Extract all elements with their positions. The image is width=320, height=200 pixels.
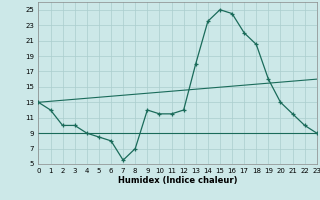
X-axis label: Humidex (Indice chaleur): Humidex (Indice chaleur) — [118, 176, 237, 185]
